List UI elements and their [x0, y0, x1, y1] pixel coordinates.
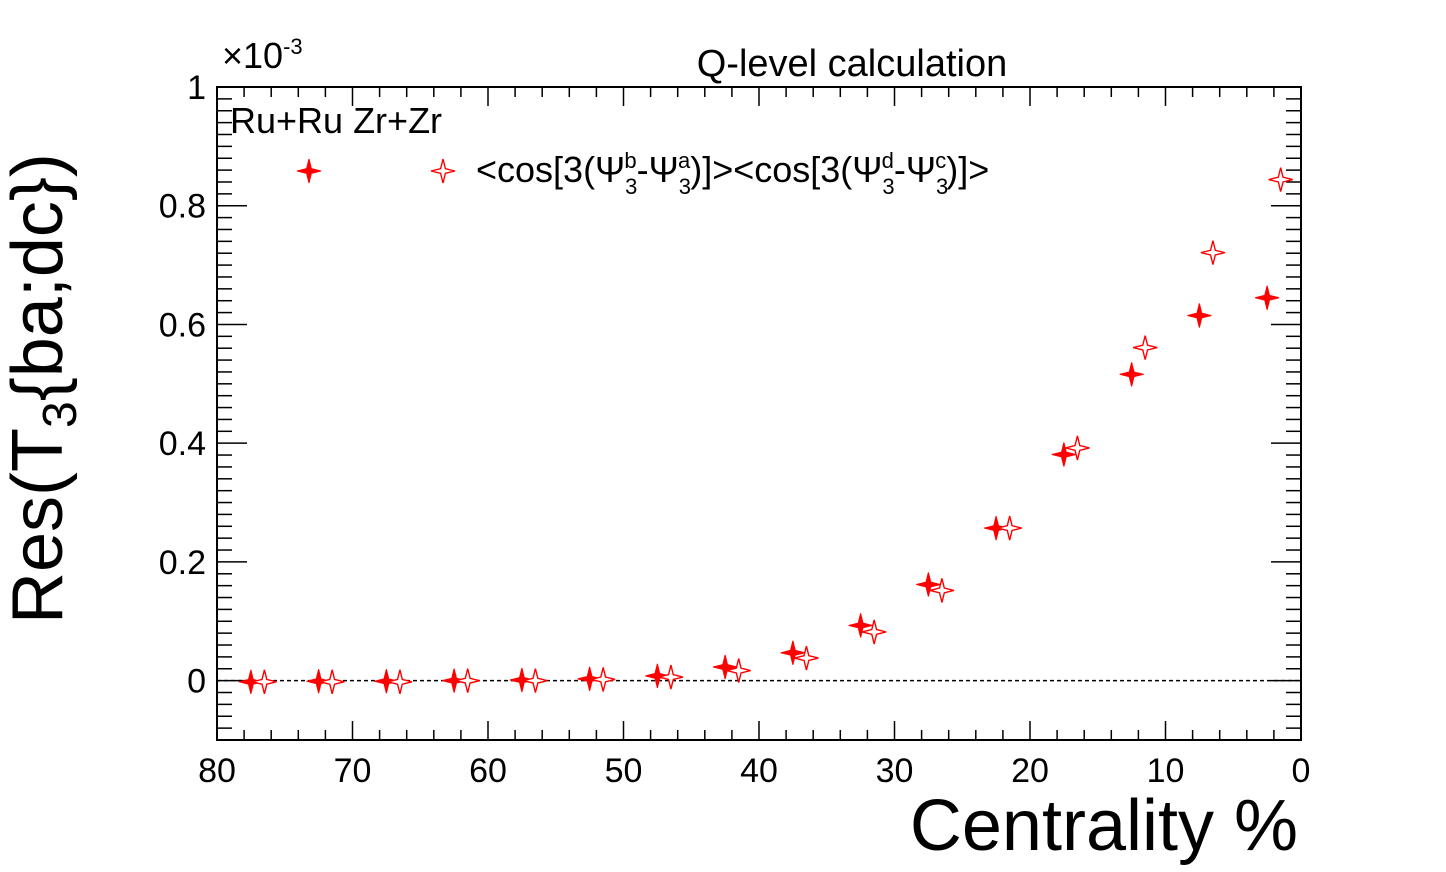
data-markers [238, 167, 1293, 694]
point-open-star [929, 578, 955, 603]
point-open-star [658, 664, 684, 690]
system-annotation: Ru+Ru Zr+Zr [230, 100, 442, 141]
legend-label: <cos[3(Ψ3b-Ψ3a)]><cos[3(Ψ3d-Ψ3c)]> [476, 148, 989, 199]
legend: <cos[3(Ψ3b-Ψ3a)]><cos[3(Ψ3d-Ψ3c)]> [296, 148, 989, 199]
legend-part-10: 3 [936, 174, 948, 199]
legend-part-0: <cos[3(Ψ [476, 149, 625, 190]
point-filled-star [306, 669, 331, 694]
x-tick-label: 60 [469, 752, 507, 790]
point-open-star [252, 669, 277, 694]
legend-part-7: 3 [882, 174, 894, 199]
y-tick-label: 0.8 [159, 188, 206, 226]
legend-marker-open-star [430, 158, 456, 184]
point-open-star [1133, 335, 1158, 360]
x-tick-label: 30 [876, 752, 914, 790]
point-filled-star [1187, 303, 1212, 328]
point-filled-star [509, 667, 534, 693]
x-tick-label: 70 [334, 752, 372, 790]
point-filled-star [713, 654, 738, 680]
y-tick-label: 0 [187, 663, 206, 701]
legend-part-9: -Ψ [894, 149, 936, 190]
legend-part-8: d [882, 148, 894, 173]
legend-part-1: 3 [625, 174, 637, 199]
point-open-star [726, 658, 751, 683]
x-tick-label: 10 [1147, 752, 1185, 790]
chart-title: Q-level calculation [697, 43, 1007, 85]
x-tick-labels: 80 70 60 50 40 30 20 10 0 [198, 752, 1310, 790]
legend-part-4: 3 [679, 174, 691, 199]
point-open-star [862, 619, 887, 645]
x-tick-label: 20 [1011, 752, 1049, 790]
point-filled-star [645, 663, 670, 689]
y-axis-label-sub: 3 [34, 401, 87, 428]
legend-marker-filled-star [296, 158, 322, 184]
point-filled-star [916, 572, 941, 597]
y-tick-label: 0.2 [159, 544, 206, 582]
y-exponent-label: ×10-3 [222, 34, 303, 76]
legend-part-3: -Ψ [637, 149, 679, 190]
point-open-star [320, 669, 345, 694]
y-exponent-power: -3 [283, 34, 303, 59]
x-tick-label: 0 [1292, 752, 1311, 790]
point-open-star [591, 667, 616, 692]
legend-part-12: )]> [946, 149, 989, 190]
point-filled-star [1051, 442, 1076, 467]
point-open-star [387, 669, 413, 694]
y-tick-labels: 0 0.2 0.4 0.6 0.8 1 [159, 69, 206, 701]
point-open-star [523, 668, 548, 693]
y-axis-label: Res(T3{ba;dc}) [0, 153, 87, 624]
y-exponent-base: ×10 [222, 35, 283, 76]
point-filled-star [780, 640, 805, 665]
point-open-star [1200, 240, 1226, 265]
x-axis-label: Centrality % [910, 786, 1298, 866]
x-tick-label: 50 [605, 752, 643, 790]
legend-part-2: b [624, 148, 636, 173]
legend-part-6: )]><cos[3(Ψ [690, 149, 882, 190]
point-filled-star [848, 613, 873, 638]
point-filled-star [374, 669, 399, 694]
y-axis-label-rest: {ba;dc}) [0, 153, 78, 401]
point-open-star [794, 645, 819, 671]
point-open-star [1065, 435, 1090, 461]
point-filled-star [1119, 362, 1144, 387]
legend-part-5: a [678, 148, 691, 173]
point-open-star [455, 668, 480, 693]
y-tick-label: 0.6 [159, 306, 206, 344]
y-tick-label: 1 [187, 69, 206, 107]
point-open-star [997, 515, 1022, 541]
x-tick-label: 40 [740, 752, 778, 790]
y-tick-label: 0.4 [159, 425, 206, 463]
point-filled-star [1255, 285, 1280, 310]
legend-part-11: c [935, 148, 946, 173]
y-axis-label-main: Res(T [0, 428, 78, 624]
point-filled-star [577, 666, 602, 691]
point-open-star [1268, 167, 1293, 192]
x-tick-label: 80 [198, 752, 236, 790]
tick-marks [216, 86, 1302, 741]
